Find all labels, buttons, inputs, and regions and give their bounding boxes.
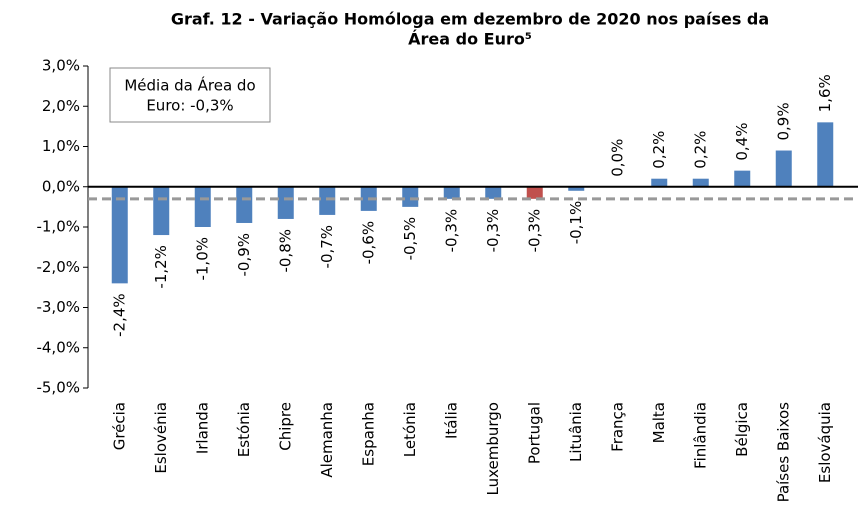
data-label: 0,0% — [608, 139, 626, 177]
bar — [277, 186, 294, 219]
x-tick-label: Eslovénia — [152, 402, 170, 474]
data-label: -0,8% — [276, 229, 294, 273]
bar — [236, 186, 253, 223]
annotation: Média da Área do — [124, 76, 255, 95]
bar — [153, 186, 170, 236]
data-label: 0,2% — [691, 131, 709, 169]
x-tick-label: Países Baixos — [774, 402, 792, 503]
bar — [526, 186, 543, 199]
chart-title: Graf. 12 - Variação Homóloga em dezembro… — [171, 10, 769, 29]
data-label: -0,3% — [442, 209, 460, 253]
y-tick-label: -4,0% — [36, 338, 80, 356]
bar — [734, 170, 751, 187]
x-tick-label: Grécia — [110, 402, 128, 450]
x-tick-label: Luxemburgo — [484, 402, 502, 496]
data-label: 0,9% — [774, 102, 792, 140]
y-tick-label: 1,0% — [42, 137, 80, 155]
data-label: -0,3% — [525, 209, 543, 253]
data-label: 0,2% — [650, 131, 668, 169]
x-tick-label: Eslováquia — [816, 402, 834, 483]
bar — [194, 186, 211, 227]
annotation: Euro: -0,3% — [146, 97, 233, 115]
data-label: -0,7% — [318, 225, 336, 269]
x-tick-label: Lituânia — [567, 402, 585, 462]
bar — [651, 178, 668, 187]
bar — [568, 186, 585, 191]
data-label: 0,4% — [733, 123, 751, 161]
y-tick-label: 0,0% — [42, 177, 80, 195]
data-label: -1,2% — [152, 245, 170, 289]
data-label: -0,1% — [567, 201, 585, 245]
x-tick-label: Portugal — [525, 402, 543, 464]
y-tick-label: -3,0% — [36, 298, 80, 316]
data-label: 1,6% — [816, 74, 834, 112]
x-tick-label: França — [608, 402, 626, 452]
bar — [817, 122, 834, 187]
bar — [485, 186, 502, 199]
bar — [319, 186, 336, 215]
data-label: -2,4% — [110, 293, 128, 337]
bar — [443, 186, 460, 199]
data-label: -0,6% — [359, 221, 377, 265]
x-tick-label: Irlanda — [193, 402, 211, 454]
y-tick-label: 3,0% — [42, 57, 80, 75]
y-tick-label: -1,0% — [36, 218, 80, 236]
chart-title: Área do Euro⁵ — [408, 30, 532, 49]
data-label: -0,9% — [235, 233, 253, 277]
y-tick-label: -2,0% — [36, 258, 80, 276]
x-tick-label: Chipre — [276, 402, 294, 451]
annotation-box — [109, 67, 271, 123]
bar — [692, 178, 709, 187]
x-tick-label: Estónia — [235, 402, 253, 457]
x-tick-label: Espanha — [359, 402, 377, 466]
data-label: -0,3% — [484, 209, 502, 253]
y-tick-label: -5,0% — [36, 379, 80, 397]
x-tick-label: Bélgica — [733, 402, 751, 457]
bar — [402, 186, 419, 207]
bar — [775, 150, 792, 187]
x-tick-label: Itália — [442, 402, 460, 439]
x-tick-label: Letónia — [401, 402, 419, 457]
data-label: -0,5% — [401, 217, 419, 261]
x-tick-label: Malta — [650, 402, 668, 443]
bar — [111, 186, 128, 284]
x-tick-label: Alemanha — [318, 402, 336, 478]
x-tick-label: Finlândia — [691, 402, 709, 469]
y-tick-label: 2,0% — [42, 97, 80, 115]
data-label: -1,0% — [193, 237, 211, 281]
